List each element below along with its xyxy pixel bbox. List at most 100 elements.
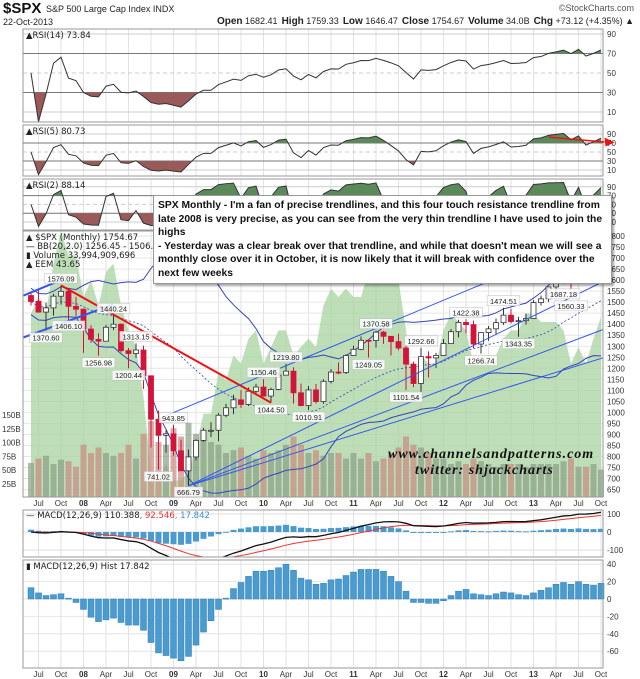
macd-axis-label: 100 <box>607 510 621 519</box>
price-label: 1440.24 <box>100 304 127 313</box>
hist-axis-label: 40 <box>607 560 616 569</box>
price-label-box <box>291 411 326 423</box>
macd-hist-bar <box>410 532 417 533</box>
volume-bar <box>95 447 102 497</box>
price-axis-label: 1700 <box>607 254 625 263</box>
candle-down <box>148 375 154 420</box>
x-axis-label: Apr <box>370 670 383 679</box>
price-axis-label: 950 <box>607 419 621 428</box>
price-label-box <box>29 332 63 343</box>
hist-bar <box>290 570 297 600</box>
x-axis-label: Oct <box>505 499 518 508</box>
hist-bar <box>567 583 575 600</box>
hist-bar <box>215 598 222 610</box>
x-axis-label: 13 <box>529 499 538 508</box>
macd-hist-bar <box>35 530 42 532</box>
hist-bar <box>305 579 312 600</box>
price-label-box <box>51 320 86 332</box>
x-axis-label: Oct <box>145 499 158 508</box>
macd-hist-bar <box>88 532 94 536</box>
hist-label: ▮ MACD(12,26,9) Hist 17.842 <box>26 562 150 572</box>
candle-up <box>328 371 334 382</box>
hist-bar <box>387 576 395 600</box>
axis-tick-label: 30 <box>607 89 616 98</box>
volume-bar <box>133 458 139 497</box>
hist-bar <box>185 598 192 657</box>
candle-down <box>65 290 72 307</box>
macd-hist-bar <box>553 528 559 532</box>
volume-bar <box>583 466 589 497</box>
hist-bar <box>575 581 582 600</box>
hist-bar <box>320 583 327 600</box>
volume-bar <box>485 464 492 497</box>
macd-hist-bar <box>583 528 589 532</box>
candle-up <box>50 295 57 309</box>
hist-bar <box>515 594 522 600</box>
macd-line <box>30 511 602 557</box>
price-axis-label: 1500 <box>607 298 625 307</box>
volume-axis-label: 50B <box>2 466 16 475</box>
x-axis-label: Oct <box>235 670 248 679</box>
price-label: 1576.09 <box>47 274 74 283</box>
volume-bar <box>470 458 477 497</box>
hist-bar <box>50 594 57 600</box>
x-axis-label: Apr <box>190 499 203 508</box>
hist-bar <box>365 569 372 600</box>
hist-bar <box>342 575 350 600</box>
macd-label: — MACD(12,26,9) 110.388, 92.546, 17.842 <box>26 511 210 521</box>
annotation-line: - Yesterday was a clear break over that … <box>158 240 602 279</box>
x-axis-label: 12 <box>439 499 448 508</box>
candle-down <box>170 433 177 452</box>
macd-hist-bar <box>313 528 319 532</box>
macd-hist-bar <box>530 530 537 532</box>
candle-down <box>388 335 394 343</box>
hist-bar <box>537 590 545 600</box>
price-axis-label: 800 <box>607 453 621 462</box>
price-label: 1560.33 <box>557 302 584 311</box>
price-label-box <box>81 357 116 368</box>
candle-up <box>58 290 64 297</box>
price-label: 1101.54 <box>393 393 420 402</box>
hist-bar <box>440 598 447 601</box>
axis-tick-label: 70 <box>607 50 616 59</box>
arrowhead-icon <box>604 137 615 147</box>
price-label: 1249.05 <box>355 360 382 369</box>
symbol-name: S&P 500 Large Cap Index INDX <box>46 4 175 14</box>
axis-tick-label: 90 <box>607 183 616 192</box>
x-axis-label: 09 <box>169 670 178 679</box>
x-axis-label: 10 <box>259 670 268 679</box>
macd-hist-bar <box>403 530 409 532</box>
candle-down <box>155 418 162 436</box>
volume-bar <box>410 444 417 497</box>
volume-bar <box>245 455 252 497</box>
candle-up <box>515 320 522 323</box>
macd-hist-bar <box>440 532 447 533</box>
candle-up <box>253 386 259 392</box>
volume-bar <box>170 428 177 497</box>
price-label: 1474.51 <box>490 297 517 306</box>
volume-bar <box>118 453 124 497</box>
bb-upper-line <box>30 245 602 361</box>
x-axis-label: Apr <box>100 670 113 679</box>
candle-up <box>373 331 379 341</box>
hist-bar <box>27 587 35 600</box>
volume-bar <box>58 459 64 497</box>
x-axis-label: Jul <box>213 499 223 508</box>
price-axis-label: 1550 <box>607 287 625 296</box>
hist-bar <box>552 583 560 600</box>
price-axis-label: 1600 <box>607 276 625 285</box>
quote-label: Close <box>401 16 430 27</box>
rsi-oversold-fill <box>31 161 601 175</box>
hist-bar <box>372 569 380 600</box>
price-label-box <box>486 295 521 307</box>
volume-bar <box>140 433 147 497</box>
hist-bar <box>42 595 50 600</box>
quote-label: High <box>281 16 304 27</box>
macd-axis-label: -100 <box>607 546 624 555</box>
hist-bar <box>80 598 87 610</box>
macd-hist-value: , 17.842 <box>175 511 210 521</box>
macd-hist-bar <box>350 526 357 532</box>
quote-summary: Open 1682.41 High 1759.33 Low 1646.47 Close… <box>213 16 634 27</box>
macd-plot <box>28 511 603 557</box>
candle-up <box>320 380 327 402</box>
